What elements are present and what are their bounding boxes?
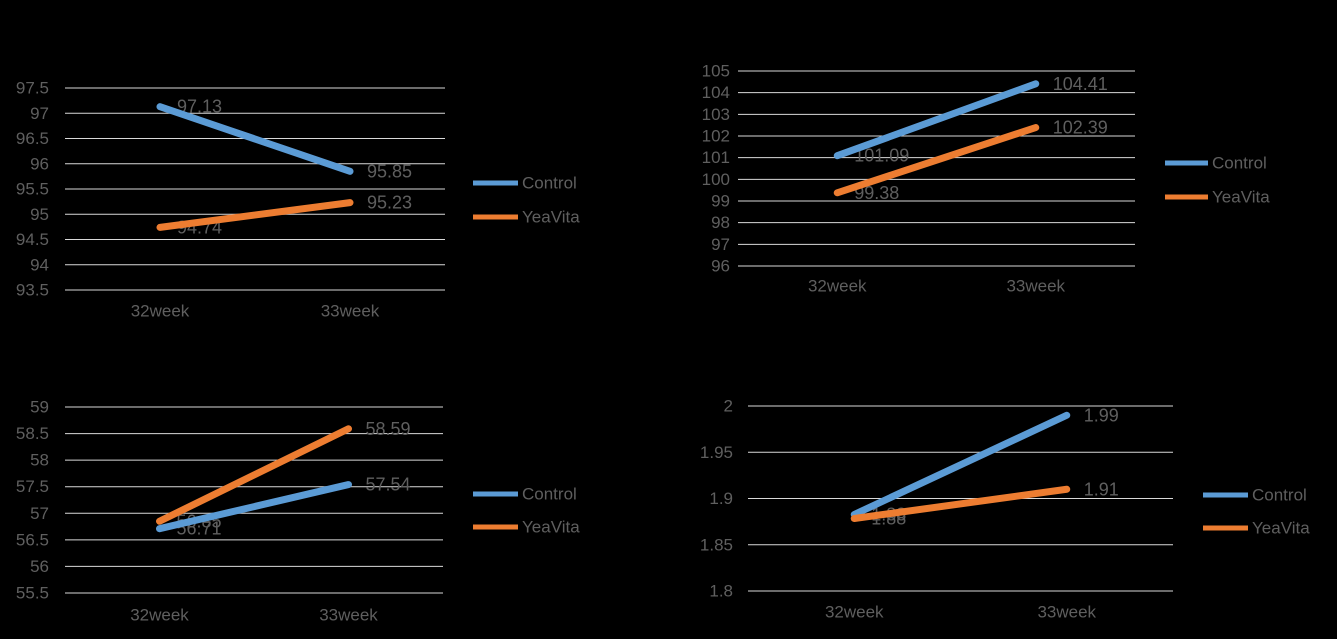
chart-top-left: 97.5 97 96.5 96 95.5 95 94.5 94 93.5 32week 33week… (0, 0, 668, 321)
data-label-yeavita: 1.91 (1084, 479, 1119, 499)
legend-label-control: Control (1212, 154, 1267, 173)
legend-label-yeavita: YeaVita (522, 518, 580, 537)
y-tick-label: 98 (711, 213, 730, 232)
data-label-control: 1.99 (1084, 405, 1119, 425)
x-axis-label: 33week (1006, 277, 1065, 296)
legend-item-control: Control (1165, 154, 1267, 173)
y-tick-label: 100 (702, 170, 730, 189)
x-axis-label: 33week (1037, 603, 1096, 622)
y-tick-label: 1.95 (700, 443, 733, 462)
chart-bottom-right: 2 1.95 1.9 1.85 1.8 32week 33week 1.88 1.99 1.88 1… (669, 320, 1337, 639)
series-line-control (156, 481, 352, 533)
chart-top-right-svg: 105 104 103 102 101 100 99 98 97 96 32week 33week 10… (702, 62, 1271, 296)
y-tick-label: 58.5 (16, 424, 49, 443)
y-tick-label: 95 (30, 205, 49, 224)
x-axis-label: 33week (321, 302, 380, 321)
series-line-yeavita (156, 199, 354, 231)
data-label-control: 97.13 (177, 97, 222, 117)
series-line-yeavita (156, 425, 352, 525)
legend-item-yeavita: YeaVita (1203, 519, 1310, 538)
data-label-yeavita: 58.59 (366, 419, 411, 439)
y-tick-label: 1.85 (700, 535, 733, 554)
x-axis-label: 32week (130, 606, 189, 625)
data-label-control: 95.85 (367, 161, 412, 181)
series-line-control (833, 80, 1040, 160)
y-tick-label: 56.5 (16, 530, 49, 549)
x-axis-label: 32week (808, 277, 867, 296)
x-axis-label: 32week (131, 302, 190, 321)
y-tick-label: 104 (702, 83, 730, 102)
legend-item-control: Control (473, 174, 577, 193)
data-label-control: 57.54 (366, 475, 411, 495)
y-tick-label: 55.5 (16, 584, 49, 603)
legend-item-yeavita: YeaVita (473, 518, 580, 537)
data-label-control: 104.41 (1053, 74, 1108, 94)
data-label-control: 101.09 (854, 146, 909, 166)
legend-item-control: Control (1203, 486, 1307, 505)
y-tick-label: 56 (30, 557, 49, 576)
legend-item-control: Control (473, 485, 577, 504)
series-line-control (156, 103, 354, 175)
y-tick-label: 96.5 (16, 129, 49, 148)
y-tick-label: 57 (30, 504, 49, 523)
y-tick-label: 102 (702, 127, 730, 146)
y-tick-label: 1.9 (709, 489, 733, 508)
legend-label-yeavita: YeaVita (1252, 519, 1310, 538)
legend-label-yeavita: YeaVita (522, 208, 580, 227)
y-tick-label: 94.5 (16, 230, 49, 249)
y-tick-label: 103 (702, 105, 730, 124)
legend-label-control: Control (1252, 486, 1307, 505)
data-label-yeavita: 99.38 (854, 183, 899, 203)
y-tick-label: 101 (702, 148, 730, 167)
chart-bottom-left: 59 58.5 58 57.5 57 56.5 56 55.5 32week 33week 56.7… (0, 320, 668, 639)
y-tick-label: 97 (711, 235, 730, 254)
legend-label-yeavita: YeaVita (1212, 188, 1270, 207)
legend-item-yeavita: YeaVita (1165, 188, 1270, 207)
y-tick-label: 1.8 (709, 582, 733, 601)
y-tick-label: 94 (30, 255, 49, 274)
data-label-yeavita: 95.23 (367, 193, 412, 213)
series-line-yeavita (833, 124, 1040, 197)
y-tick-label: 97.5 (16, 79, 49, 98)
y-tick-label: 59 (30, 398, 49, 417)
legend-label-control: Control (522, 485, 577, 504)
y-tick-label: 95.5 (16, 180, 49, 199)
y-tick-label: 96 (30, 154, 49, 173)
chart-top-right: 105 104 103 102 101 100 99 98 97 96 32week 33week 10… (669, 0, 1337, 320)
x-axis-label: 32week (825, 603, 884, 622)
y-tick-label: 96 (711, 257, 730, 276)
legend-item-yeavita: YeaVita (473, 208, 580, 227)
y-tick-label: 97 (30, 104, 49, 123)
series-line-control (850, 411, 1071, 518)
series-line-yeavita (850, 485, 1071, 522)
y-tick-label: 57.5 (16, 477, 49, 496)
y-tick-label: 93.5 (16, 281, 49, 300)
y-tick-label: 58 (30, 451, 49, 470)
y-tick-label: 105 (702, 62, 730, 81)
data-label-yeavita: 102.39 (1053, 118, 1108, 138)
y-tick-label: 99 (711, 192, 730, 211)
x-axis-label: 33week (319, 606, 378, 625)
y-tick-label: 2 (724, 397, 733, 416)
legend-label-control: Control (522, 174, 577, 193)
chart-top-left-svg: 97.5 97 96.5 96 95.5 95 94.5 94 93.5 32week 33week… (16, 79, 580, 321)
